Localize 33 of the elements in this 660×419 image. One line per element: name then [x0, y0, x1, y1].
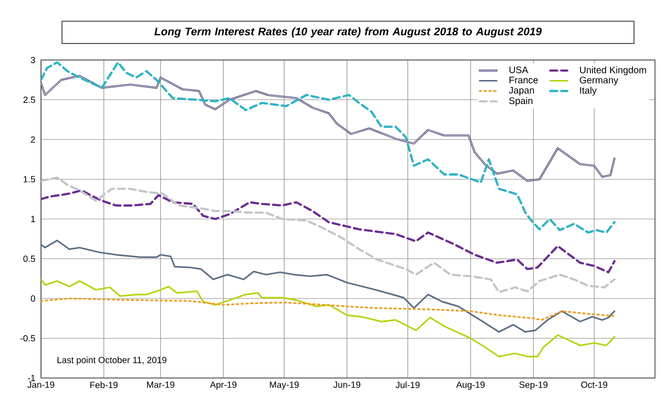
chart-title: Long Term Interest Rates (10 year rate) from August 2018 to August 2019: [154, 27, 542, 38]
legend-label: United Kingdom: [580, 66, 646, 76]
x-tick-label: Sep-19: [519, 382, 548, 390]
legend-label: USA: [509, 66, 528, 74]
x-tick-label: May-19: [270, 382, 299, 390]
y-tick-label: 0.5: [23, 256, 36, 262]
y-tick-label: 1.5: [24, 176, 36, 182]
x-tick-label: Apr-19: [210, 382, 236, 390]
line-series: [41, 278, 616, 358]
x-tick-label: Oct-19: [581, 382, 608, 388]
legend-label: Italy: [580, 86, 597, 96]
y-tick-label: 1: [31, 216, 36, 222]
annotation: Last point October 11, 2019: [58, 356, 166, 365]
y-tick-label: 3: [30, 56, 36, 64]
y-tick-label: -0.5: [20, 335, 36, 342]
x-tick-label: Mar-19: [147, 382, 174, 388]
x-tick-label: Feb-19: [90, 382, 118, 388]
y-tick-label: -1: [28, 374, 36, 382]
line-series: [41, 189, 616, 274]
legend-label: Spain: [509, 97, 532, 106]
x-tick-label: Aug-19: [456, 382, 485, 390]
line-series: [41, 176, 616, 294]
line-series: [41, 298, 616, 321]
y-tick-label: 2.5: [23, 96, 36, 103]
legend-label: Japan: [508, 86, 534, 96]
legend-label: Germany: [580, 76, 618, 86]
y-tick-label: 0: [30, 295, 36, 302]
x-tick-label: Jun-19: [333, 382, 360, 388]
y-tick-label: 2: [30, 136, 36, 143]
x-tick-label: Jan-19: [27, 382, 54, 388]
legend-label: France: [510, 76, 538, 84]
line-series: [41, 240, 616, 333]
x-tick-label: Jul-19: [396, 382, 420, 388]
